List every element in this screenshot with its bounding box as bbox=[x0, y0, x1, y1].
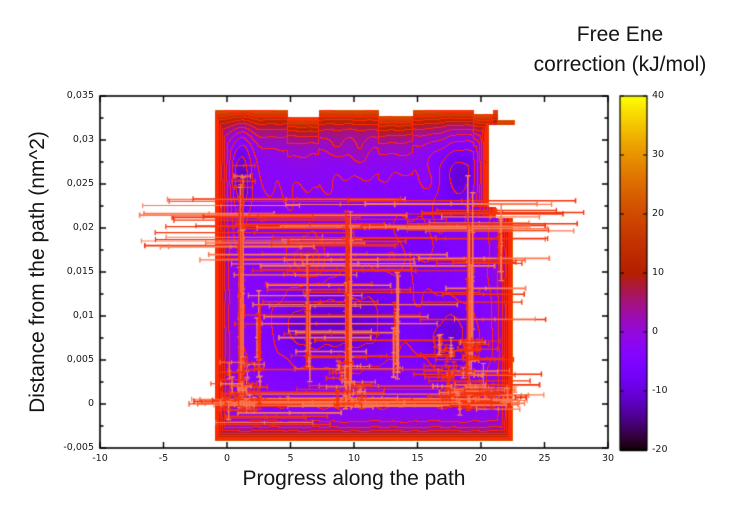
x-tick-label: 10 bbox=[347, 453, 361, 464]
x-tick-label: 20 bbox=[474, 453, 488, 464]
colorbar-tick-label: 10 bbox=[652, 267, 665, 278]
y-tick-label: -0,005 bbox=[63, 442, 94, 453]
y-tick-label: 0,03 bbox=[72, 134, 94, 145]
colorbar-tick-label: -10 bbox=[652, 385, 668, 396]
y-tick-label: 0,01 bbox=[72, 310, 94, 321]
x-tick-label: 15 bbox=[411, 453, 424, 464]
colorbar-tick-label: -20 bbox=[652, 444, 668, 455]
y-tick-label: 0,015 bbox=[66, 266, 94, 277]
y-tick-label: 0,035 bbox=[66, 90, 94, 101]
colorbar-tick-label: 30 bbox=[652, 149, 665, 160]
colorbar-title-line1: Free Ene bbox=[576, 23, 664, 46]
colorbar-title: Free Ene correction (kJ/mol) bbox=[480, 20, 732, 80]
x-tick-label: 5 bbox=[287, 453, 294, 464]
colorbar-title-line2: correction (kJ/mol) bbox=[533, 53, 707, 76]
y-tick-label: 0,005 bbox=[66, 354, 94, 365]
x-tick-label: 25 bbox=[538, 453, 551, 464]
y-tick-label: 0 bbox=[87, 398, 94, 409]
colorbar-tick-label: 20 bbox=[652, 208, 665, 219]
colorbar-tick-label: 0 bbox=[652, 326, 659, 337]
y-tick-label: 0,02 bbox=[72, 222, 94, 233]
x-axis-title: Progress along the path bbox=[242, 467, 466, 490]
x-tick-label: -5 bbox=[158, 453, 169, 464]
x-tick-label: -10 bbox=[92, 453, 108, 464]
colorbar-tick-label: 40 bbox=[652, 90, 665, 101]
x-tick-label: 30 bbox=[601, 453, 615, 464]
x-tick-label: 0 bbox=[223, 453, 231, 464]
y-tick-label: 0,025 bbox=[66, 178, 94, 189]
